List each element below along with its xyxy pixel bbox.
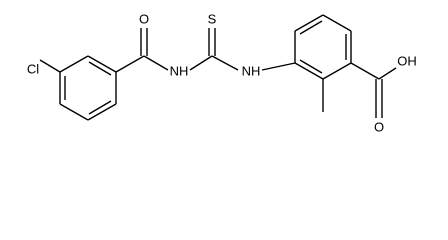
atom-label: NH [170,63,189,78]
atom-label: O [374,119,384,134]
bonds [39,14,397,121]
atom-label: O [139,11,149,26]
atom-label: Cl [27,61,39,76]
atom-label: OH [397,53,417,68]
atom-label: NH [242,63,261,78]
atom-label: S [208,11,217,26]
structure-diagram: Cl O NH S NH OH O [27,11,417,134]
